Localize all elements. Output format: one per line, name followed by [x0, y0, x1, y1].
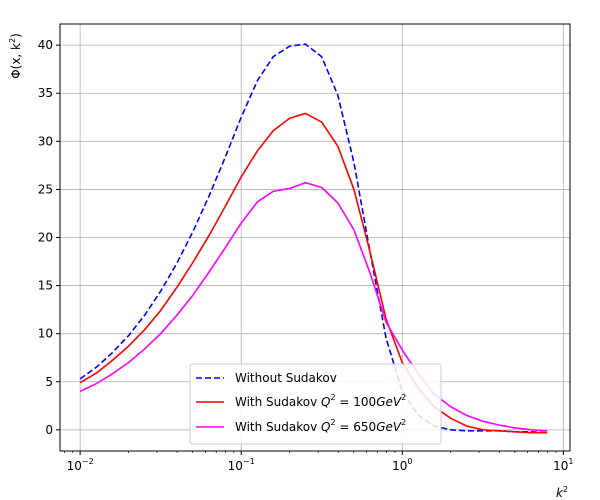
x-tick-exponent: −1 [243, 457, 255, 466]
y-tick-label: 30 [38, 134, 53, 148]
legend-label-part: Q [321, 395, 330, 409]
x-axis-label: k2 [556, 485, 568, 500]
x-tick-label: 10−1 [228, 457, 255, 473]
series-line-1 [79, 43, 548, 434]
x-tick-base: 10 [228, 459, 243, 473]
legend-label-2: With Sudakov Q2 = 100GeV2 [235, 393, 406, 409]
x-axis-label-exponent: 2 [563, 485, 568, 494]
x-axis-label-var: k [556, 486, 564, 500]
x-tick-label: 100 [392, 457, 412, 473]
series-line-2 [79, 112, 548, 434]
y-axis-label: Φ(x, k2) [8, 33, 23, 79]
legend-box [189, 363, 442, 445]
y-tick-label: 10 [38, 327, 53, 341]
y-tick-label: 15 [38, 279, 53, 293]
y-tick-label: 5 [45, 375, 53, 389]
y-tick-label: 25 [38, 182, 53, 196]
x-tick-base: 10 [392, 459, 407, 473]
legend-label-part: Q [321, 420, 330, 434]
x-axis-ticks: 10−2 10−1 100 101 [64, 451, 574, 473]
legend-label-part: GeV [376, 420, 402, 434]
legend-label-part: Without Sudakov [235, 371, 337, 385]
legend-label-1: Without Sudakov [235, 371, 337, 385]
series-line-3 [79, 181, 548, 432]
x-tick-exponent: 1 [568, 457, 573, 466]
legend-label-part: = 650 [336, 420, 377, 434]
y-axis-label-main: Φ(x, k [9, 43, 23, 79]
x-tick-base: 10 [67, 459, 82, 473]
y-axis-label-close: ) [9, 33, 23, 38]
x-tick-exponent: 0 [407, 457, 412, 466]
legend-label-part: = 100 [336, 395, 377, 409]
legend-label-part: GeV [376, 395, 402, 409]
x-tick-label: 101 [553, 457, 573, 473]
legend-label-part: 2 [401, 393, 406, 402]
x-tick-label: 10−2 [67, 457, 94, 473]
x-tick-base: 10 [553, 459, 568, 473]
x-tick-exponent: −2 [82, 457, 94, 466]
legend-label-part: With Sudakov [235, 420, 321, 434]
legend-label-part: 2 [401, 418, 406, 427]
y-axis-ticks: 0 5 10 15 20 25 30 35 40 [38, 38, 60, 437]
y-tick-label: 20 [38, 231, 53, 245]
series-lines [79, 43, 548, 434]
legend-label-part: 2 [331, 418, 336, 427]
y-tick-label: 40 [38, 38, 53, 52]
legend-label-3: With Sudakov Q2 = 650GeV2 [235, 418, 406, 434]
y-tick-label: 0 [45, 423, 53, 437]
legend-label-part: With Sudakov [235, 395, 321, 409]
legend-label-part: 2 [331, 393, 336, 402]
y-tick-label: 35 [38, 86, 53, 100]
y-axis-label-exponent: 2 [8, 38, 17, 43]
